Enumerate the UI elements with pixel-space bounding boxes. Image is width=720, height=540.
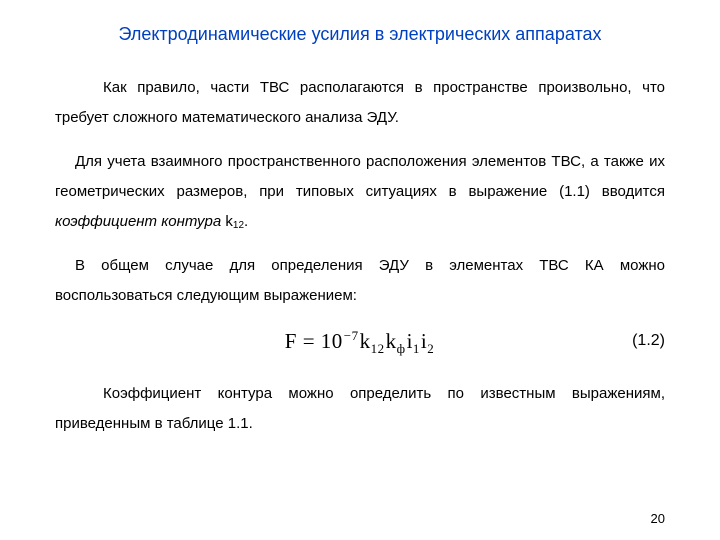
equation-1-2: F = 10−7k12kфi1i2 <box>285 329 436 354</box>
formula-kphi-sub: ф <box>397 341 406 356</box>
coefficient-k: k <box>221 213 233 230</box>
coefficient-term: коэффициент контура <box>55 213 221 230</box>
formula-F: F <box>285 329 297 353</box>
formula-exp: −7 <box>344 328 359 343</box>
paragraph-3: В общем случае для определения ЭДУ в эле… <box>55 251 665 311</box>
formula-kphi: k <box>386 329 397 353</box>
equation-row: F = 10−7k12kфi1i2 (1.2) <box>55 325 665 357</box>
coefficient-k-sub: 12 <box>233 220 244 231</box>
paragraph-2-text: Для учета взаимного пространственного ра… <box>55 153 665 200</box>
formula-i1: i <box>407 329 413 353</box>
formula-eq: = <box>297 329 321 353</box>
paragraph-2: Для учета взаимного пространственного ра… <box>55 147 665 237</box>
paragraph-4: Коэффициент контура можно определить по … <box>55 379 665 439</box>
formula-k: k <box>360 329 371 353</box>
equation-number: (1.2) <box>632 332 665 350</box>
page-number: 20 <box>651 511 665 526</box>
formula-i1-sub: 1 <box>413 341 420 356</box>
formula-i2-sub: 2 <box>427 341 434 356</box>
paragraph-2-end: . <box>244 213 248 230</box>
page-root: Электродинамические усилия в электрическ… <box>0 0 720 540</box>
paragraph-1: Как правило, части ТВС располагаются в п… <box>55 73 665 133</box>
formula-10: 10 <box>321 329 343 353</box>
formula-k-sub: 12 <box>371 341 385 356</box>
page-title: Электродинамические усилия в электрическ… <box>55 24 665 45</box>
